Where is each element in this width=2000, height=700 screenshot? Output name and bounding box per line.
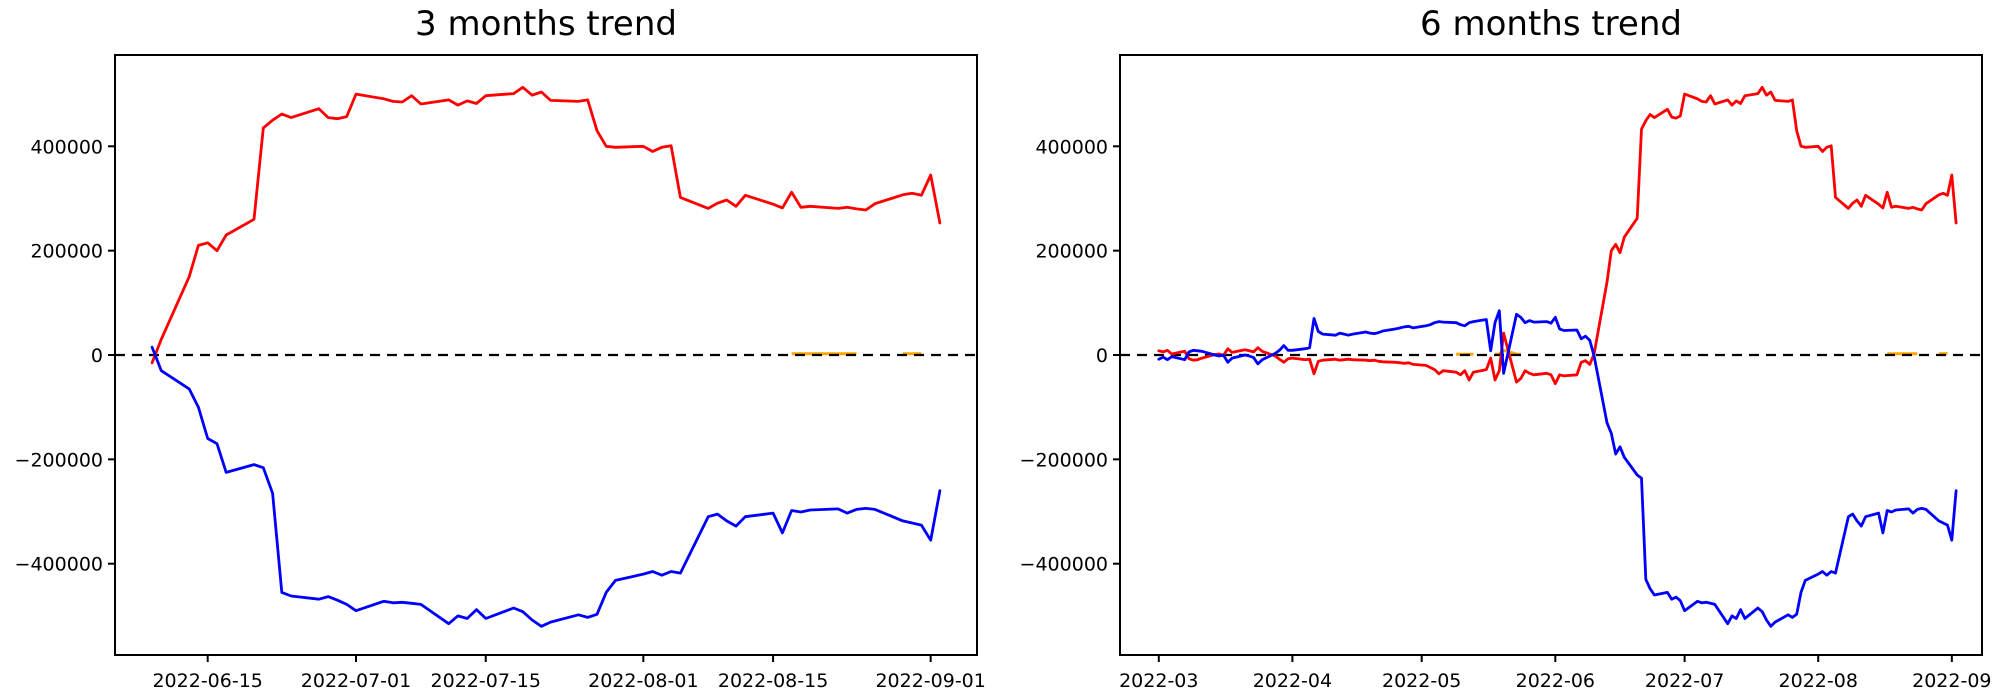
- x-tick-label: 2022-09: [1912, 670, 1991, 692]
- x-tick-label: 2022-08-15: [718, 670, 828, 692]
- x-tick-label: 2022-06-15: [152, 670, 262, 692]
- y-tick-label: 0: [1096, 345, 1108, 367]
- x-tick-label: 2022-05: [1382, 670, 1461, 692]
- x-tick-label: 2022-08: [1779, 670, 1858, 692]
- y-tick-label: 0: [91, 345, 103, 367]
- blue-series: [1157, 309, 1958, 628]
- x-tick-label: 2022-07-15: [431, 670, 541, 692]
- red-series: [1157, 85, 1958, 386]
- plot-border: [114, 54, 978, 656]
- x-tick-label: 2022-06: [1516, 670, 1595, 692]
- y-tick-label: −200000: [1020, 449, 1108, 471]
- y-tick-label: 200000: [1035, 241, 1108, 263]
- x-tick-label: 2022-09-01: [875, 670, 985, 692]
- y-tick-label: 400000: [30, 136, 103, 158]
- y-tick-label: 200000: [30, 241, 103, 263]
- plot-border: [1119, 54, 1983, 656]
- blue-series: [150, 345, 942, 628]
- x-tick-label: 2022-04: [1253, 670, 1332, 692]
- red-series: [150, 85, 942, 365]
- x-tick-label: 2022-07-01: [301, 670, 411, 692]
- y-tick-label: −200000: [15, 449, 103, 471]
- y-tick-label: −400000: [1020, 554, 1108, 576]
- x-tick-label: 2022-07: [1645, 670, 1724, 692]
- y-tick-label: 400000: [1035, 136, 1108, 158]
- x-tick-label: 2022-03: [1119, 670, 1198, 692]
- y-tick-label: −400000: [15, 554, 103, 576]
- left-chart-title: 3 months trend: [415, 4, 677, 44]
- x-tick-label: 2022-08-01: [588, 670, 698, 692]
- right-chart-title: 6 months trend: [1420, 4, 1682, 44]
